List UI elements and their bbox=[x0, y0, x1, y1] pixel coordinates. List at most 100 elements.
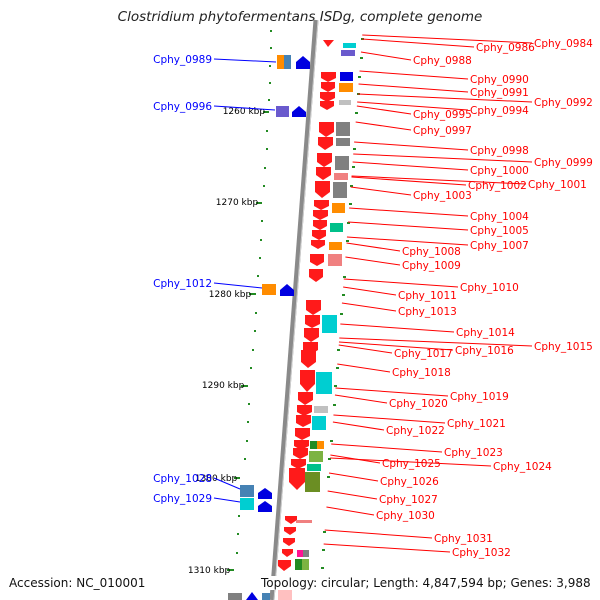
right-leader-line bbox=[348, 221, 469, 231]
right-leader-line bbox=[324, 529, 433, 539]
right-leader-line bbox=[346, 236, 469, 246]
right-gene-label-cphy-1031[interactable]: Cphy_1031 bbox=[434, 533, 493, 545]
right-leader-line bbox=[357, 101, 469, 111]
right-gene-label-cphy-1005[interactable]: Cphy_1005 bbox=[470, 225, 529, 237]
left-leader-line bbox=[213, 497, 241, 503]
left-leader-line bbox=[213, 477, 241, 490]
gene-cphy-1028[interactable] bbox=[240, 485, 272, 499]
right-gene-label-cphy-1000[interactable]: Cphy_1000 bbox=[470, 165, 529, 177]
gene-cphy-0996[interactable] bbox=[276, 106, 306, 117]
right-leader-line bbox=[356, 105, 412, 115]
right-leader-line bbox=[351, 175, 527, 185]
right-gene-label-cphy-1008[interactable]: Cphy_1008 bbox=[402, 246, 461, 258]
right-gene-label-cphy-0984[interactable]: Cphy_0984 bbox=[534, 38, 593, 50]
right-leader-line bbox=[326, 506, 375, 516]
right-gene-label-cphy-0992[interactable]: Cphy_0992 bbox=[534, 97, 593, 109]
right-gene-label-cphy-0997[interactable]: Cphy_0997 bbox=[413, 125, 472, 137]
right-gene-label-cphy-1015[interactable]: Cphy_1015 bbox=[534, 341, 593, 353]
right-gene-label-cphy-0986[interactable]: Cphy_0986 bbox=[476, 42, 535, 54]
right-gene-label-cphy-1003[interactable]: Cphy_1003 bbox=[413, 190, 472, 202]
left-gene-label-cphy-0989[interactable]: Cphy_0989 bbox=[153, 54, 212, 66]
right-gene-label-cphy-1026[interactable]: Cphy_1026 bbox=[380, 476, 439, 488]
right-gene-label-cphy-1018[interactable]: Cphy_1018 bbox=[392, 367, 451, 379]
right-gene-label-cphy-1010[interactable]: Cphy_1010 bbox=[460, 282, 519, 294]
left-gene-label-cphy-0996[interactable]: Cphy_0996 bbox=[153, 101, 212, 113]
left-leader-lines bbox=[213, 58, 277, 503]
right-strand-genes bbox=[278, 40, 356, 600]
right-gene-label-cphy-1013[interactable]: Cphy_1013 bbox=[398, 306, 457, 318]
gene-box-column[interactable] bbox=[278, 43, 356, 600]
right-leader-line bbox=[354, 141, 469, 151]
left-gene-label-cphy-1028[interactable]: Cphy_1028 bbox=[153, 473, 212, 485]
right-gene-label-cphy-1017[interactable]: Cphy_1017 bbox=[394, 348, 453, 360]
right-gene-label-cphy-0994[interactable]: Cphy_0994 bbox=[470, 105, 529, 117]
right-gene-label-cphy-0995[interactable]: Cphy_0995 bbox=[413, 109, 472, 121]
left-gene-label-cphy-1012[interactable]: Cphy_1012 bbox=[153, 278, 212, 290]
right-leader-line bbox=[338, 341, 454, 351]
right-leader-line bbox=[362, 34, 533, 44]
right-gene-label-cphy-1022[interactable]: Cphy_1022 bbox=[386, 425, 445, 437]
right-leader-line bbox=[341, 302, 397, 312]
left-strand-genes bbox=[228, 55, 310, 600]
right-leader-line bbox=[330, 454, 381, 464]
left-track-dots bbox=[236, 30, 272, 554]
gene-bottom-left[interactable] bbox=[228, 592, 270, 600]
right-gene-label-cphy-1014[interactable]: Cphy_1014 bbox=[456, 327, 515, 339]
right-leader-line bbox=[335, 387, 449, 397]
gene-cphy-1012[interactable] bbox=[262, 284, 294, 296]
right-gene-label-cphy-1020[interactable]: Cphy_1020 bbox=[389, 398, 448, 410]
right-leader-line bbox=[331, 443, 443, 453]
genome-title: Clostridium phytofermentans ISDg, comple… bbox=[117, 9, 483, 25]
right-gene-label-cphy-0988[interactable]: Cphy_0988 bbox=[413, 55, 472, 67]
accession-label: Accession: NC_010001 bbox=[9, 576, 146, 590]
left-leader-line bbox=[213, 105, 276, 111]
right-gene-label-cphy-0999[interactable]: Cphy_0999 bbox=[534, 157, 593, 169]
left-gene-label-cphy-1029[interactable]: Cphy_1029 bbox=[153, 493, 212, 505]
right-gene-label-cphy-1032[interactable]: Cphy_1032 bbox=[452, 547, 511, 559]
right-gene-labels: Cphy_0984Cphy_0986Cphy_0988Cphy_0990Cphy… bbox=[376, 38, 593, 559]
left-leader-line bbox=[213, 282, 263, 289]
left-leader-line bbox=[213, 58, 277, 63]
right-leader-line bbox=[361, 38, 475, 48]
genome-backbone bbox=[269, 19, 319, 600]
gene-cphy-1029[interactable] bbox=[240, 498, 272, 512]
right-gene-label-cphy-1007[interactable]: Cphy_1007 bbox=[470, 240, 529, 252]
right-leader-line bbox=[349, 207, 469, 217]
right-gene-label-cphy-0991[interactable]: Cphy_0991 bbox=[470, 87, 529, 99]
right-gene-label-cphy-1002[interactable]: Cphy_1002 bbox=[468, 180, 527, 192]
right-gene-label-cphy-0998[interactable]: Cphy_0998 bbox=[470, 145, 529, 157]
right-gene-label-cphy-1001[interactable]: Cphy_1001 bbox=[528, 179, 587, 191]
right-leader-line bbox=[352, 161, 469, 171]
right-leader-line bbox=[328, 472, 379, 482]
right-leader-line bbox=[337, 363, 391, 373]
topology-label: Topology: circular; Length: 4,847,594 bp… bbox=[261, 576, 591, 590]
right-leader-line bbox=[332, 421, 385, 431]
right-gene-label-cphy-1021[interactable]: Cphy_1021 bbox=[447, 418, 506, 430]
kbp-label: 1270 kbp bbox=[216, 198, 259, 208]
right-gene-label-cphy-0990[interactable]: Cphy_0990 bbox=[470, 74, 529, 86]
right-gene-label-cphy-1025[interactable]: Cphy_1025 bbox=[382, 458, 441, 470]
right-leader-line bbox=[338, 344, 393, 354]
right-leader-line bbox=[357, 93, 533, 103]
right-gene-label-cphy-1024[interactable]: Cphy_1024 bbox=[493, 461, 552, 473]
right-leader-line bbox=[340, 323, 455, 333]
right-gene-label-cphy-1016[interactable]: Cphy_1016 bbox=[455, 345, 514, 357]
kbp-ticks bbox=[227, 111, 269, 571]
right-leader-line bbox=[350, 186, 412, 196]
right-gene-label-cphy-1004[interactable]: Cphy_1004 bbox=[470, 211, 529, 223]
right-leader-lines bbox=[323, 34, 533, 553]
right-leader-line bbox=[345, 256, 401, 266]
gene-cphy-0989[interactable] bbox=[277, 55, 310, 69]
right-gene-label-cphy-1030[interactable]: Cphy_1030 bbox=[376, 510, 435, 522]
right-gene-label-cphy-1011[interactable]: Cphy_1011 bbox=[398, 290, 457, 302]
right-leader-line bbox=[343, 286, 397, 296]
gene-arrow-column[interactable] bbox=[278, 40, 336, 571]
right-gene-label-cphy-1027[interactable]: Cphy_1027 bbox=[379, 494, 438, 506]
right-gene-label-cphy-1019[interactable]: Cphy_1019 bbox=[450, 391, 509, 403]
genome-backbone-highlight bbox=[273, 19, 319, 600]
right-gene-label-cphy-1009[interactable]: Cphy_1009 bbox=[402, 260, 461, 272]
kbp-label: 1280 kbp bbox=[209, 290, 252, 300]
right-gene-label-cphy-1023[interactable]: Cphy_1023 bbox=[444, 447, 503, 459]
right-leader-line bbox=[343, 278, 459, 288]
